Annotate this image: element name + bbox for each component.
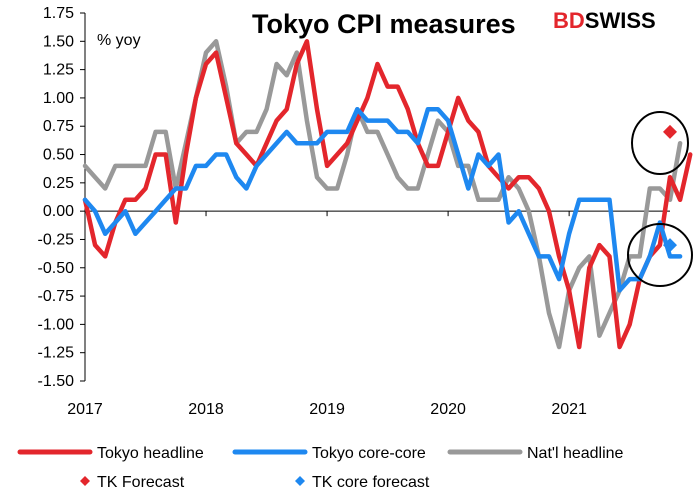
legend-label-2: Nat'l headline [527,445,624,462]
legend-label-3: TK Forecast [97,474,185,491]
forecast-marker-1 [663,238,677,253]
legend-label-4: TK core forecast [312,474,430,491]
x-tick-label: 2017 [67,401,103,418]
legend-swatch-4 [295,476,305,486]
y-tick-label: 0.00 [43,203,74,220]
highlight-circle-headline [631,111,689,175]
legend-label-0: Tokyo headline [97,445,204,462]
y-tick-label: -0.50 [38,260,75,277]
y-tick-label: -0.25 [38,231,75,248]
x-axis: 2017 2018 2019 2020 2021 [67,210,670,418]
y-tick-label: 1.75 [43,5,74,22]
series-layer [82,39,693,350]
y-tick-label: -1.50 [38,373,75,390]
legend-label-1: Tokyo core-core [312,445,426,462]
y-tick-label: 0.75 [43,118,74,135]
unit-label: % yoy [97,32,141,49]
y-tick-label: 0.50 [43,147,74,164]
forecast-markers [663,124,677,253]
x-tick-label: 2019 [309,401,345,418]
x-tick-label: 2021 [551,401,587,418]
y-axis: 1.75 1.50 1.25 1.00 0.75 0.50 0.25 0.00 -0.25 -0.… [38,5,86,390]
y-tick-label: 1.00 [43,90,74,107]
y-tick-label: -1.00 [38,316,75,333]
legend: Tokyo headline Tokyo core-core Nat'l headl… [17,445,624,491]
brand-swiss: SWISS [585,8,656,33]
chart-title: Tokyo CPI measures [252,9,516,39]
series-line-1 [82,106,683,293]
legend-swatch-3 [80,476,90,486]
y-tick-label: 0.25 [43,175,74,192]
brand-logo: BDSWISS [553,8,656,33]
x-tick-label: 2020 [430,401,466,418]
highlight-circle-core [627,223,693,287]
series-line-0 [82,39,693,350]
x-tick-label: 2018 [188,401,224,418]
y-tick-label: -0.75 [38,288,75,305]
svg-text:BDSWISS: BDSWISS [553,8,656,33]
brand-bd: BD [553,8,585,33]
y-tick-label: 1.25 [43,62,74,79]
forecast-marker-0 [663,124,677,139]
y-tick-label: -1.25 [38,345,75,362]
series-line-2 [82,39,683,350]
y-tick-label: 1.50 [43,33,74,50]
